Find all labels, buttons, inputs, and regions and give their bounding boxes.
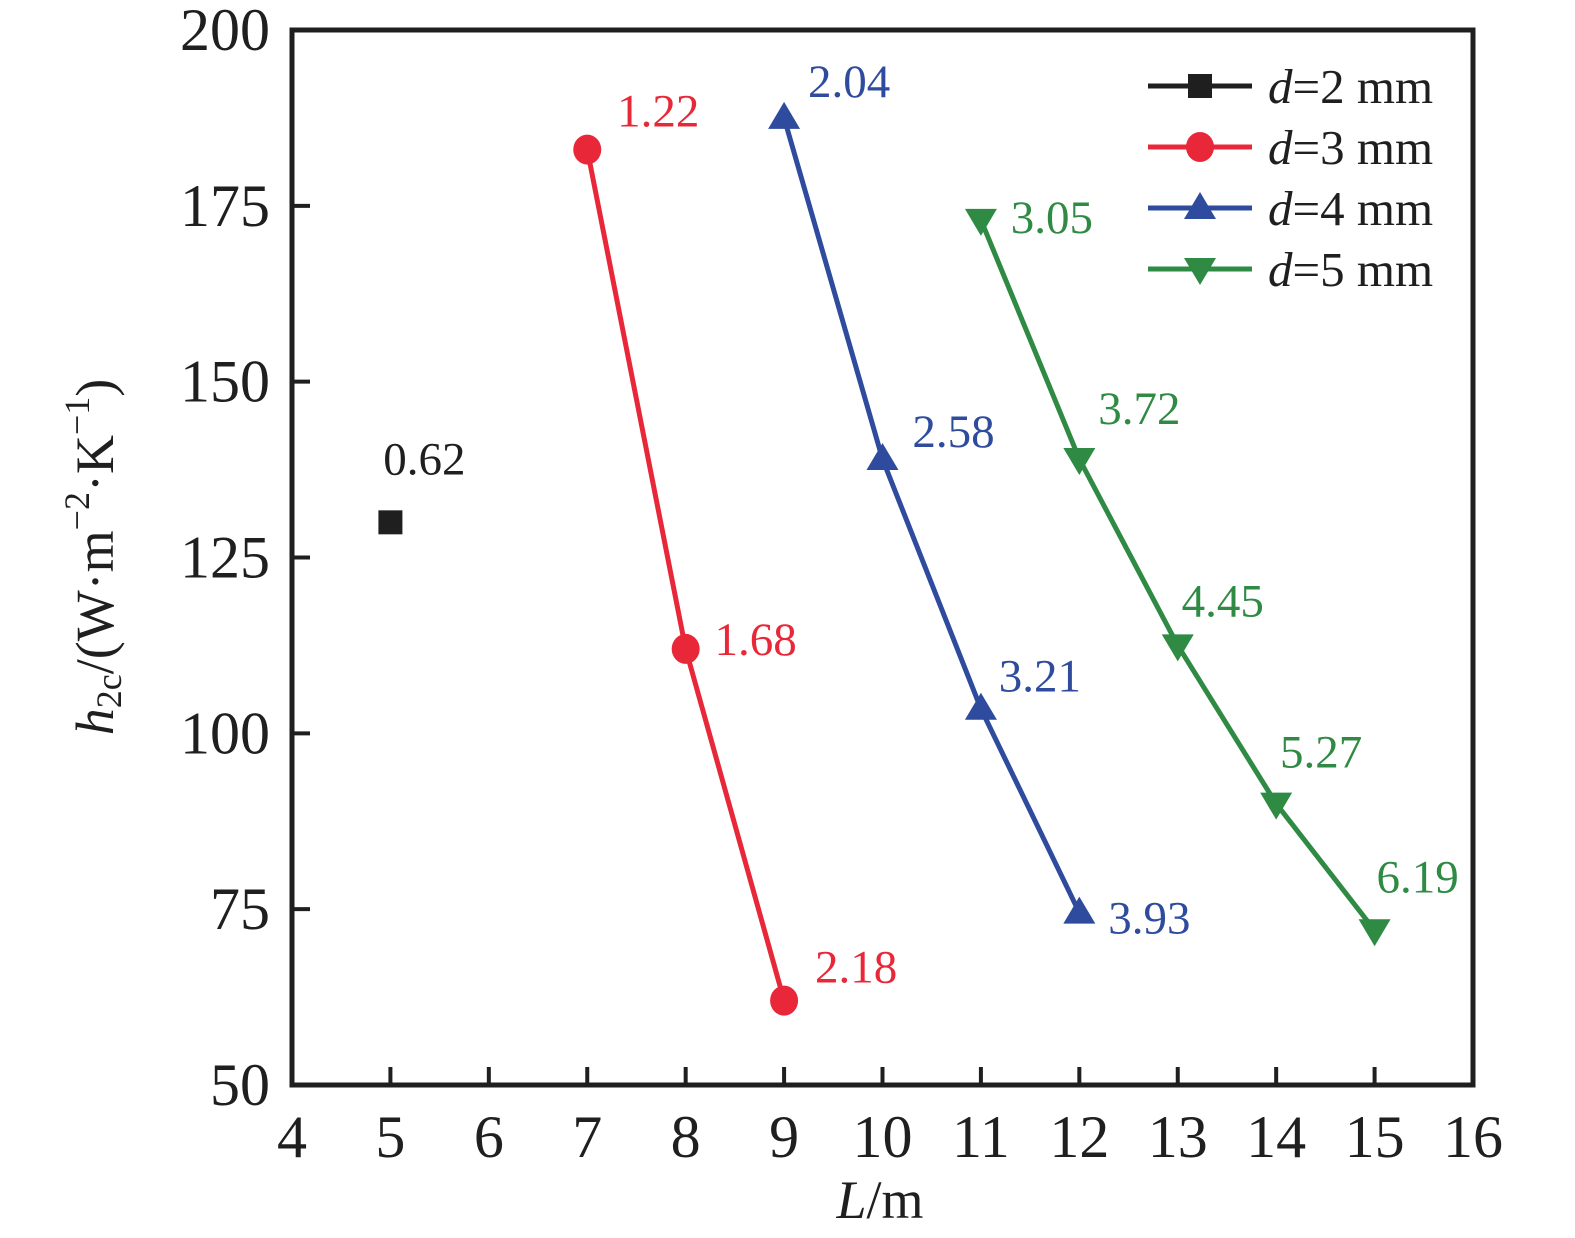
x-axis-tick-label: 12 — [1049, 1104, 1109, 1170]
x-axis-tick-label: 8 — [671, 1104, 701, 1170]
legend-label-d4: d=4 mm — [1268, 181, 1433, 236]
x-axis-tick-label: 15 — [1345, 1104, 1405, 1170]
y-axis-tick-label: 125 — [180, 525, 270, 591]
x-axis-tick-label: 11 — [952, 1104, 1010, 1170]
data-point-label-d5: 5.27 — [1280, 727, 1362, 779]
data-point-label-d5: 4.45 — [1182, 575, 1264, 627]
legend-marker-d4 — [1184, 192, 1216, 219]
series-line-d5 — [978, 218, 1377, 932]
data-point-marker-d5 — [1260, 792, 1293, 820]
data-point-label-d5: 3.05 — [1011, 192, 1093, 244]
data-point-label-d4: 2.04 — [808, 56, 890, 108]
x-axis-tick-label: 14 — [1246, 1104, 1306, 1170]
y-axis-tick-label: 50 — [210, 1052, 270, 1118]
y-axis-tick-label: 100 — [180, 700, 270, 766]
data-point-marker-d3 — [770, 985, 799, 1016]
data-point-marker-d2 — [378, 510, 403, 535]
data-point-marker-d4 — [866, 443, 899, 471]
y-axis-tick-label: 75 — [210, 876, 270, 942]
x-axis-tick-label: 6 — [474, 1104, 504, 1170]
series-line-d3 — [584, 149, 787, 1002]
data-point-marker-d3 — [573, 134, 602, 165]
data-point-marker-d5 — [1358, 919, 1391, 947]
legend-marker-d2 — [1188, 74, 1212, 98]
data-point-label-d2: 0.62 — [383, 433, 465, 485]
data-point-label-d5: 3.72 — [1098, 383, 1180, 435]
x-axis-tick-label: 7 — [572, 1104, 602, 1170]
legend-label-d2: d=2 mm — [1268, 59, 1433, 114]
legend-marker-d5 — [1184, 258, 1216, 285]
legend-label-d5: d=5 mm — [1268, 242, 1433, 297]
legend-item-d2: d=2 mm — [1148, 59, 1433, 114]
data-point-label-d3: 1.68 — [715, 614, 797, 666]
legend-marker-d3 — [1186, 132, 1214, 162]
legend-label-d3: d=3 mm — [1268, 120, 1433, 175]
x-axis-tick-label: 10 — [853, 1104, 913, 1170]
x-axis-tick-label: 4 — [277, 1104, 307, 1170]
x-axis-tick-label: 5 — [375, 1104, 405, 1170]
y-axis-tick-label: 175 — [180, 173, 270, 239]
data-point-marker-d4 — [964, 692, 997, 720]
y-axis-tick-label: 150 — [180, 349, 270, 415]
legend-item-d3: d=3 mm — [1148, 120, 1433, 175]
y-axis-title: h2c/(W·m−2·K−1) — [57, 379, 129, 736]
data-point-marker-d5 — [1063, 448, 1096, 476]
data-point-label-d5: 6.19 — [1376, 851, 1458, 903]
data-point-label-d3: 2.18 — [815, 942, 897, 994]
data-point-label-d4: 3.93 — [1108, 893, 1190, 945]
data-point-marker-d5 — [964, 208, 997, 236]
data-point-marker-d4 — [768, 101, 801, 129]
data-point-label-d4: 3.21 — [999, 651, 1081, 703]
data-point-marker-d4 — [1063, 896, 1096, 924]
data-point-label-d3: 1.22 — [617, 86, 699, 138]
data-point-marker-d3 — [671, 633, 700, 664]
x-axis-tick-label: 16 — [1443, 1104, 1503, 1170]
x-axis-tick-label: 9 — [769, 1104, 799, 1170]
x-axis-tick-label: 13 — [1148, 1104, 1208, 1170]
y-axis-tick-label: 200 — [180, 0, 270, 63]
x-axis-title: L/m — [835, 1170, 923, 1230]
data-point-marker-d5 — [1161, 634, 1194, 662]
series-line-d4 — [781, 117, 1082, 914]
data-point-label-d4: 2.58 — [912, 406, 994, 458]
